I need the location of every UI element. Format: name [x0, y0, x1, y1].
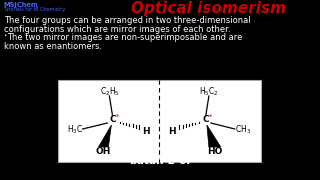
Text: *: *	[209, 114, 212, 120]
Text: C: C	[109, 116, 116, 125]
Text: OH: OH	[96, 147, 111, 156]
Text: MSJChem: MSJChem	[3, 2, 38, 8]
Text: C: C	[203, 116, 209, 125]
Text: *: *	[116, 114, 119, 120]
Polygon shape	[99, 125, 111, 147]
Text: C$_2$H$_5$: C$_2$H$_5$	[100, 86, 119, 98]
Text: H: H	[142, 127, 150, 136]
Text: •: •	[3, 33, 6, 37]
FancyBboxPatch shape	[58, 80, 260, 162]
Text: HO: HO	[207, 147, 222, 156]
Text: configurations which are mirror images of each other.: configurations which are mirror images o…	[4, 24, 230, 33]
Text: CH$_3$: CH$_3$	[235, 124, 251, 136]
Text: Optical isomerism: Optical isomerism	[132, 1, 286, 16]
Text: H$_3$C: H$_3$C	[68, 124, 84, 136]
Text: butan-2-ol: butan-2-ol	[129, 156, 190, 166]
Text: Tutorials for IB Chemistry: Tutorials for IB Chemistry	[3, 7, 65, 12]
Text: H$_5$C$_2$: H$_5$C$_2$	[199, 86, 219, 98]
Text: The four groups can be arranged in two three-dimensional: The four groups can be arranged in two t…	[4, 16, 251, 25]
Text: mirror: mirror	[148, 73, 170, 79]
Polygon shape	[207, 125, 221, 147]
Text: known as enantiomers.: known as enantiomers.	[4, 42, 102, 51]
Text: H: H	[168, 127, 176, 136]
Text: The two mirror images are non-superimposable and are: The two mirror images are non-superimpos…	[7, 33, 242, 42]
